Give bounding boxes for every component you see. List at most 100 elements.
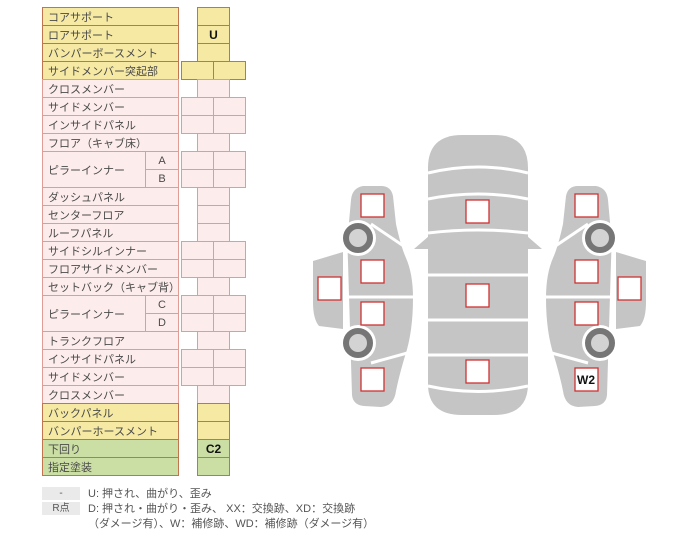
part-label: ロアサポート <box>42 25 179 44</box>
damage-cell[interactable] <box>197 331 230 350</box>
damage-cell[interactable] <box>197 187 230 206</box>
part-label: ダッシュパネル <box>42 187 179 206</box>
damage-cell[interactable] <box>213 259 246 278</box>
part-label: サイドシルインナー <box>42 241 179 260</box>
part-sublabel: B <box>145 169 179 188</box>
part-label: サイドメンバー突起部 <box>42 61 179 80</box>
legend-badge: R点 <box>42 502 80 515</box>
part-label: コアサポート <box>42 7 179 26</box>
legend-line: - U: 押され、曲がり、歪み <box>42 487 374 501</box>
damage-cell[interactable] <box>181 349 214 368</box>
part-label: セットバック（キャブ背） <box>42 277 180 296</box>
legend-text: U: 押され、曲がり、歪み <box>88 488 212 500</box>
damage-cell[interactable] <box>181 151 214 170</box>
damage-cell[interactable] <box>213 349 246 368</box>
damage-checkbox[interactable] <box>574 259 599 284</box>
legend-line: （ダメージ有）、W：補修跡、WD：補修跡（ダメージ有） <box>42 517 374 531</box>
wheel-icon <box>340 220 376 256</box>
part-label: サイドメンバー <box>42 367 179 386</box>
damage-cell[interactable] <box>197 403 230 422</box>
legend-text: （ダメージ有）、W：補修跡、WD：補修跡（ダメージ有） <box>88 518 375 530</box>
part-label: フロアサイドメンバー <box>42 259 179 278</box>
damage-cell[interactable] <box>213 151 246 170</box>
damage-cell[interactable] <box>213 313 246 332</box>
damage-checkbox[interactable] <box>360 301 385 326</box>
damage-checkbox[interactable] <box>360 367 385 392</box>
damage-cell[interactable] <box>181 313 214 332</box>
part-label: インサイドパネル <box>42 349 179 368</box>
damage-cell[interactable] <box>181 295 214 314</box>
damage-checkbox[interactable] <box>574 367 599 392</box>
damage-cell[interactable] <box>197 7 230 26</box>
wheel-icon <box>582 220 618 256</box>
damage-cell[interactable] <box>213 295 246 314</box>
part-label: インサイドパネル <box>42 115 179 134</box>
damage-checkbox[interactable] <box>465 283 490 308</box>
part-label: フロア（キャブ床） <box>42 133 179 152</box>
damage-marker-w2: W2 <box>577 373 595 387</box>
part-label: サイドメンバー <box>42 97 179 116</box>
damage-checkbox[interactable] <box>360 259 385 284</box>
legend-text: D: 押され・曲がり・歪み、 XX：交換跡、XD：交換跡 <box>88 503 356 515</box>
damage-checkbox[interactable] <box>465 199 490 224</box>
car-diagram: W2 <box>313 135 646 415</box>
damage-cell[interactable] <box>181 169 214 188</box>
part-sublabel: A <box>145 151 179 170</box>
legend: - U: 押され、曲がり、歪み R点 D: 押され・曲がり・歪み、 XX：交換跡… <box>42 487 374 532</box>
damage-cell[interactable] <box>197 79 230 98</box>
part-label: バンパーホースメント <box>42 421 179 440</box>
damage-cell[interactable] <box>181 241 214 260</box>
damage-cell[interactable]: C2 <box>197 439 230 458</box>
damage-cell[interactable] <box>213 115 246 134</box>
damage-cell[interactable] <box>197 223 230 242</box>
part-label: クロスメンバー <box>42 385 179 404</box>
damage-cell[interactable] <box>197 277 230 296</box>
wheel-icon <box>582 325 618 361</box>
part-label: バンパーボースメント <box>42 43 179 62</box>
damage-cell[interactable] <box>181 61 214 80</box>
damage-checkbox[interactable] <box>574 193 599 218</box>
legend-badge: - <box>42 487 80 500</box>
damage-cell[interactable] <box>197 205 230 224</box>
damage-cell[interactable] <box>213 241 246 260</box>
part-label: バックパネル <box>42 403 179 422</box>
part-label: 下回り <box>42 439 179 458</box>
damage-checkbox[interactable] <box>360 193 385 218</box>
left-mirror-icon <box>414 236 429 249</box>
part-label: クロスメンバー <box>42 79 179 98</box>
part-sublabel: D <box>145 313 179 332</box>
damage-cell[interactable] <box>213 169 246 188</box>
damage-table: コアサポート ロアサポート U バンパーボースメント サイドメンバー突起部 クロスメンバー… <box>42 7 252 477</box>
damage-cell[interactable] <box>213 367 246 386</box>
damage-cell[interactable] <box>181 367 214 386</box>
damage-cell[interactable] <box>197 43 230 62</box>
damage-cell[interactable] <box>181 259 214 278</box>
damage-cell[interactable] <box>197 385 230 404</box>
damage-cell[interactable] <box>181 97 214 116</box>
part-label: ピラーインナー <box>42 295 146 332</box>
part-sublabel: C <box>145 295 179 314</box>
damage-cell[interactable] <box>213 61 246 80</box>
damage-checkbox[interactable] <box>574 301 599 326</box>
damage-cell[interactable]: U <box>197 25 230 44</box>
damage-cell[interactable] <box>213 97 246 116</box>
legend-line: R点 D: 押され・曲がり・歪み、 XX：交換跡、XD：交換跡 <box>42 502 374 516</box>
damage-cell[interactable] <box>181 115 214 134</box>
damage-checkbox[interactable] <box>465 359 490 384</box>
part-label: トランクフロア <box>42 331 179 350</box>
damage-cell[interactable] <box>197 133 230 152</box>
right-mirror-icon <box>527 236 542 249</box>
damage-checkbox[interactable] <box>617 276 642 301</box>
part-label: センターフロア <box>42 205 179 224</box>
legend-badge-spacer <box>42 517 80 530</box>
wheel-icon <box>340 325 376 361</box>
damage-cell[interactable] <box>197 457 230 476</box>
part-label: ピラーインナー <box>42 151 146 188</box>
car-left-side-view <box>313 186 413 407</box>
part-label: ルーフパネル <box>42 223 179 242</box>
damage-cell[interactable] <box>197 421 230 440</box>
part-label: 指定塗装 <box>42 457 179 476</box>
car-top-view <box>414 135 542 415</box>
damage-checkbox[interactable] <box>317 276 342 301</box>
